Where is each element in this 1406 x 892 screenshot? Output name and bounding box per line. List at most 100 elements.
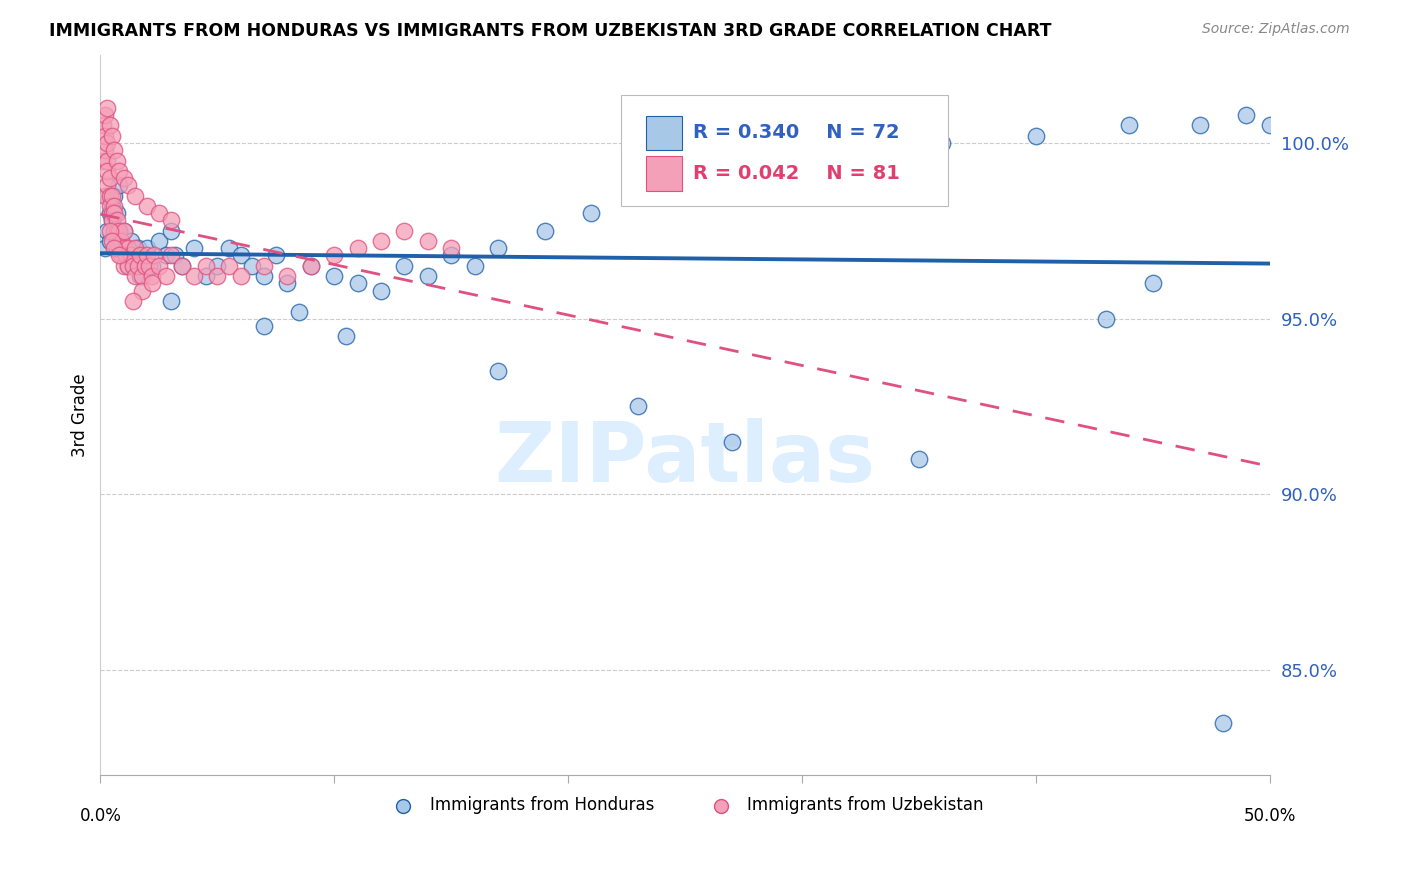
Point [98,199,121,213]
Point [110,235,132,249]
FancyBboxPatch shape [620,95,948,206]
Point [124,188,146,202]
Point [101,213,124,227]
Point [276,269,298,284]
Point [94,128,117,143]
Point [253,269,276,284]
Point [103,199,125,213]
Point [124,269,146,284]
Point [124,259,146,273]
Text: Source: ZipAtlas.com: Source: ZipAtlas.com [1202,22,1350,37]
Point [117,259,139,273]
Point [148,235,170,249]
Point [129,269,152,284]
Point [486,364,509,378]
Point [108,241,131,255]
Bar [647,116,682,150]
Point [127,241,149,255]
Point [98,171,121,186]
Point [98,235,121,249]
Legend: Immigrants from Honduras, Immigrants from Uzbekistan: Immigrants from Honduras, Immigrants fro… [380,789,990,821]
Point [141,259,163,273]
Point [1095,311,1118,326]
Point [134,259,156,273]
Y-axis label: 3rd Grade: 3rd Grade [72,374,89,457]
Point [335,329,357,343]
Point [131,248,153,262]
Text: R = 0.340    N = 72: R = 0.340 N = 72 [693,123,900,143]
Point [110,248,132,262]
Point [94,143,117,157]
Point [1212,715,1234,730]
Point [138,259,160,273]
Point [141,277,163,291]
Point [720,434,742,449]
Point [112,259,135,273]
Point [122,248,145,262]
Point [651,188,673,202]
Point [94,241,117,255]
Point [627,400,650,414]
Point [117,259,139,273]
Point [276,277,298,291]
Point [96,164,118,178]
Bar [647,156,682,191]
Point [416,235,439,249]
Point [115,241,138,255]
Point [103,224,125,238]
Point [141,269,163,284]
Point [94,188,117,202]
Point [96,136,118,150]
Point [194,259,217,273]
Point [112,224,135,238]
Point [1025,128,1047,143]
Point [229,269,252,284]
Point [91,153,114,168]
Text: 0.0%: 0.0% [79,807,121,825]
Point [96,153,118,168]
Point [101,235,124,249]
Point [1142,277,1164,291]
Point [105,213,128,227]
Point [440,248,463,262]
Point [105,235,128,249]
Point [91,119,114,133]
Point [103,224,125,238]
Point [323,269,346,284]
Point [136,199,159,213]
Point [131,284,153,298]
Point [105,241,128,255]
Point [94,108,117,122]
Point [218,259,240,273]
Point [172,259,194,273]
Point [136,241,159,255]
Point [108,164,131,178]
Point [155,248,177,262]
Point [1258,119,1281,133]
Point [207,259,229,273]
Point [299,259,322,273]
Point [908,452,931,467]
Point [143,248,166,262]
Point [98,188,121,202]
Point [98,206,121,220]
Point [112,224,135,238]
Point [108,178,131,193]
Point [108,224,131,238]
Point [838,153,860,168]
Point [96,178,118,193]
Point [136,248,159,262]
Point [253,318,276,333]
Text: ZIPatlas: ZIPatlas [495,418,876,499]
Point [105,206,128,220]
Point [101,206,124,220]
Point [103,241,125,255]
Point [218,241,240,255]
Point [96,188,118,202]
Point [101,188,124,202]
Text: IMMIGRANTS FROM HONDURAS VS IMMIGRANTS FROM UZBEKISTAN 3RD GRADE CORRELATION CHA: IMMIGRANTS FROM HONDURAS VS IMMIGRANTS F… [49,22,1052,40]
Point [697,178,720,193]
Point [105,224,128,238]
Point [346,277,368,291]
Text: 50.0%: 50.0% [1243,807,1296,825]
